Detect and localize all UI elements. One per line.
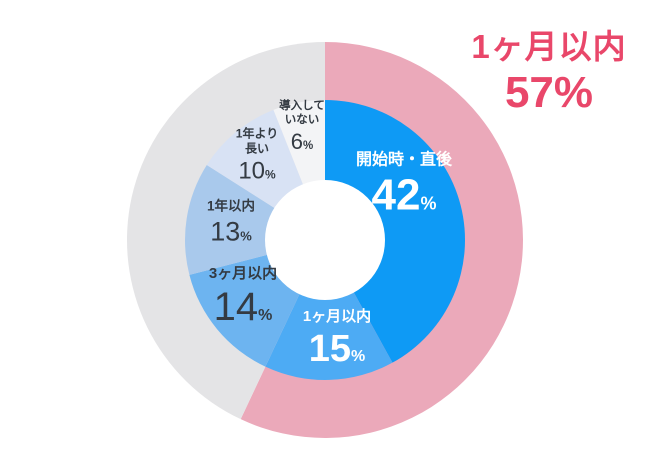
segment-name: 導入していない [279, 100, 325, 127]
segment-value: 14% [213, 284, 273, 329]
segment-value: 10% [238, 157, 276, 185]
segment-name: 3ヶ月以内 [208, 265, 278, 283]
pie-segment-1 [265, 240, 393, 381]
donut-hole [265, 180, 385, 300]
segment-value: 42% [371, 170, 437, 220]
segment-label-over-1year: 1年より長い 10% [232, 127, 282, 184]
segment-name: 開始時・直後 [355, 151, 453, 169]
segment-label-not-introduced: 導入していない 6% [278, 99, 326, 153]
segment-label-1month: 1ヶ月以内 15% [303, 308, 371, 368]
segment-label-3months: 3ヶ月以内 14% [209, 265, 277, 327]
segment-value: 6% [290, 128, 314, 154]
segment-name: 1年より長い [235, 126, 279, 156]
segment-label-1year: 1年以内 13% [207, 199, 255, 246]
segment-value: 13% [210, 216, 252, 247]
segment-name: 1ヶ月以内 [302, 308, 372, 326]
segment-name: 1年以内 [206, 198, 256, 214]
segment-label-start: 開始時・直後 42% [356, 151, 452, 218]
segment-value: 15% [308, 327, 366, 370]
headline-value: 57% [504, 67, 594, 117]
headline: 1ヶ月以内 57% [452, 28, 646, 119]
headline-label: 1ヶ月以内 [471, 28, 627, 65]
pie-segment-0 [325, 100, 465, 363]
